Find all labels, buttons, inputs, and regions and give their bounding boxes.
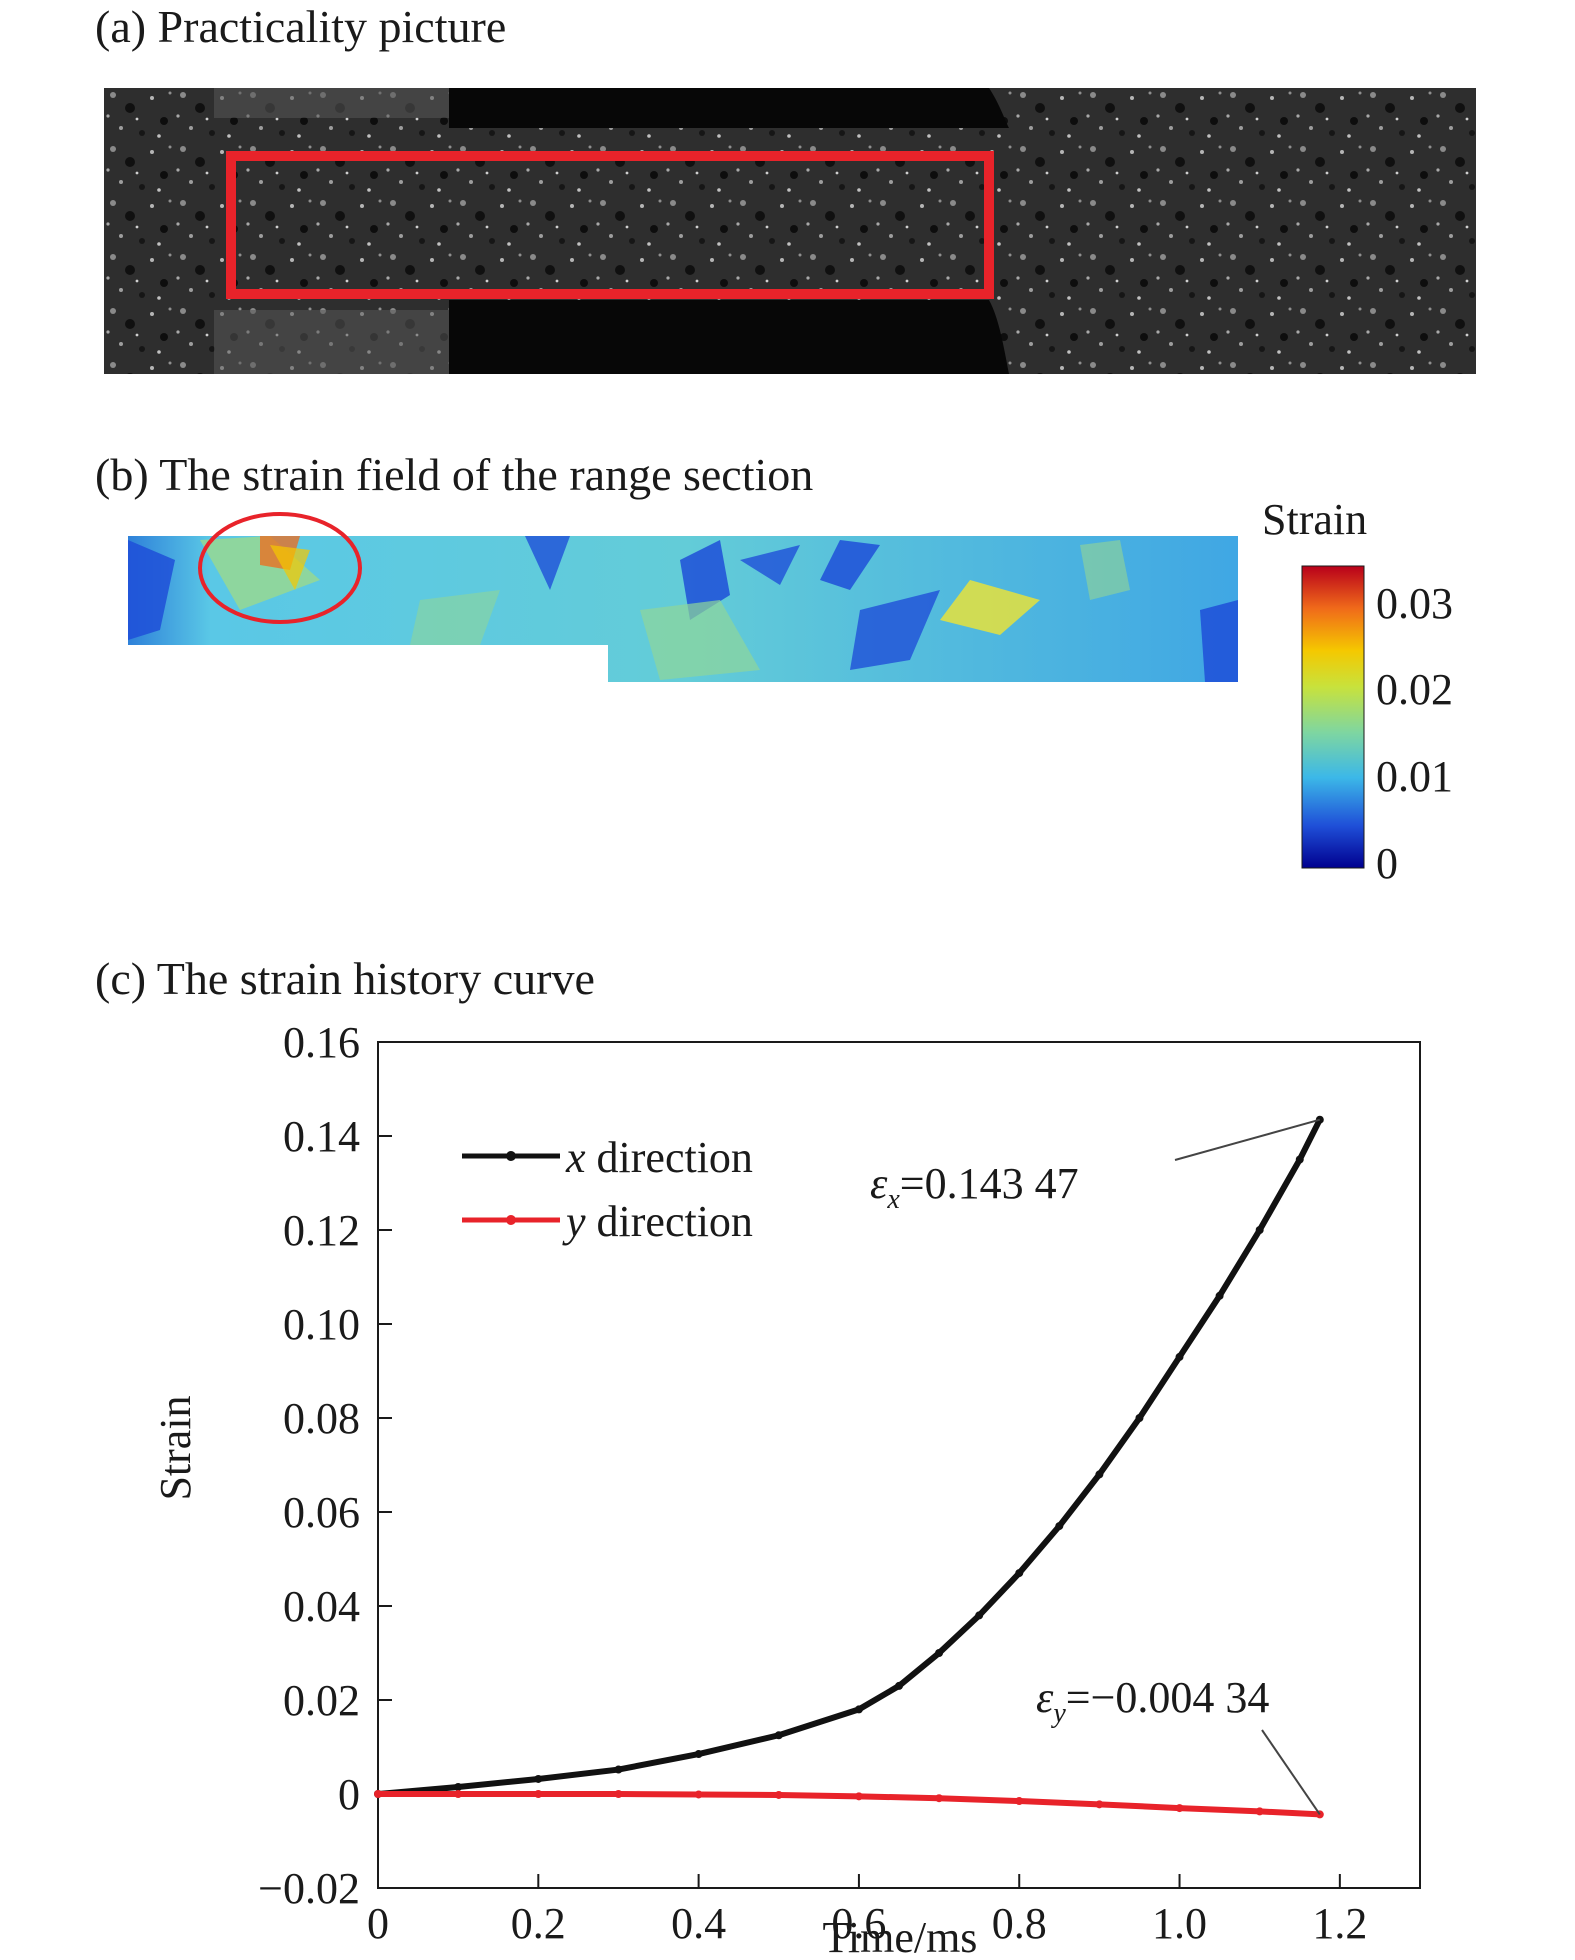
panel-a-title: (a) Practicality picture — [95, 1, 507, 52]
data-point-x — [895, 1681, 903, 1690]
x-tick-label: 0.8 — [992, 1899, 1047, 1948]
data-point-y — [774, 1790, 783, 1799]
data-point-y — [854, 1792, 863, 1801]
data-point-y — [1095, 1800, 1104, 1809]
colorbar-tick-0.02: 0.02 — [1376, 665, 1453, 714]
x-tick-label: 1.2 — [1312, 1899, 1367, 1948]
panel-c-title: (c) The strain history curve — [95, 953, 595, 1004]
y-tick-label: −0.02 — [258, 1864, 360, 1913]
data-point-y — [614, 1790, 623, 1798]
x-tick-label: 0.2 — [511, 1899, 566, 1948]
colorbar-tick-0: 0 — [1376, 839, 1398, 888]
annotation-symbol: ε — [870, 1159, 888, 1208]
y-tick-label: 0.02 — [283, 1676, 360, 1725]
grip-bottom — [214, 310, 449, 374]
region-of-interest-box — [226, 151, 994, 299]
legend-x-marker — [506, 1151, 516, 1161]
data-point-x — [935, 1649, 944, 1657]
annotation-value: =0.143 47 — [900, 1159, 1079, 1208]
data-point-y — [694, 1790, 703, 1799]
data-point-x — [1175, 1352, 1184, 1361]
panel-b-title: (b) The strain field of the range sectio… — [95, 449, 814, 500]
y-tick-label: 0.04 — [283, 1582, 360, 1631]
x-tick-label: 1.0 — [1152, 1899, 1207, 1948]
data-point-y — [935, 1794, 944, 1803]
legend-x-rest: direction — [586, 1133, 753, 1182]
data-point-x — [694, 1750, 703, 1759]
annotation-symbol: ε — [1036, 1673, 1054, 1722]
y-tick-label: 0 — [338, 1770, 360, 1819]
data-point-y — [1015, 1797, 1024, 1806]
data-point-y — [1255, 1807, 1264, 1816]
annotation-y: εy=−0.004 34 — [1036, 1673, 1269, 1729]
y-tick-label: 0.10 — [283, 1300, 360, 1349]
colorbar-gradient — [1301, 565, 1365, 869]
annotation-leader-y — [1261, 1729, 1321, 1815]
x-tick-label: 0.4 — [671, 1899, 726, 1948]
grip-top — [214, 88, 449, 118]
data-point-x — [534, 1774, 543, 1783]
x-tick-label: 0.6 — [831, 1899, 886, 1948]
data-point-x — [454, 1782, 463, 1791]
plot-frame — [377, 1041, 1421, 1889]
data-point-x — [1255, 1226, 1264, 1234]
data-point-x — [1135, 1414, 1144, 1422]
legend-x-var: x — [565, 1133, 586, 1182]
legend: x direction y direction — [462, 1133, 753, 1246]
y-axis-label: Strain — [151, 1395, 200, 1500]
y-tick-label: 0.12 — [283, 1206, 360, 1255]
colorbar-title: Strain — [1262, 495, 1367, 544]
data-point-x — [774, 1731, 783, 1740]
y-tick-label: 0.14 — [283, 1112, 360, 1161]
dark-background-top — [449, 88, 989, 128]
legend-y-var: y — [562, 1197, 586, 1246]
data-point-x — [1055, 1522, 1064, 1531]
data-point-x — [1095, 1470, 1104, 1479]
colorbar-tick-0.03: 0.03 — [1376, 579, 1453, 628]
high-strain-circle — [198, 512, 362, 624]
specimen-photo — [104, 88, 1476, 374]
y-tick-label: 0.06 — [283, 1488, 360, 1537]
legend-y-rest: direction — [586, 1197, 753, 1246]
colorbar-tick-0.01: 0.01 — [1376, 752, 1453, 801]
data-point-x — [975, 1611, 984, 1620]
data-point-y — [534, 1790, 543, 1798]
data-point-x — [1015, 1569, 1024, 1578]
annotation-x: εx=0.143 47 — [870, 1159, 1079, 1215]
legend-y-marker — [506, 1215, 516, 1225]
annotation-subscript: x — [886, 1184, 900, 1215]
data-point-x — [614, 1765, 623, 1774]
y-tick-label: 0.16 — [283, 1020, 360, 1067]
y-tick-label: 0.08 — [283, 1394, 360, 1443]
colorbar: Strain 0.03 0.02 0.01 0 — [1262, 495, 1453, 888]
x-tick-label: 0 — [367, 1899, 389, 1948]
data-point-x — [1215, 1291, 1224, 1300]
data-point-y — [454, 1790, 463, 1798]
legend-x-label: x direction — [565, 1133, 753, 1182]
strain-field-map — [128, 512, 1238, 682]
data-point-x — [854, 1705, 863, 1714]
data-point-y — [1175, 1804, 1184, 1813]
annotation-leader-x — [1174, 1118, 1321, 1161]
legend-y-label: y direction — [562, 1197, 753, 1246]
annotation-value: =−0.004 34 — [1066, 1673, 1270, 1722]
data-point-x — [1295, 1155, 1304, 1164]
dark-background-bottom — [449, 300, 989, 374]
x-axis-label: Time/ms — [823, 1913, 978, 1960]
data-point-y — [374, 1790, 382, 1798]
annotation-subscript: y — [1050, 1698, 1066, 1729]
